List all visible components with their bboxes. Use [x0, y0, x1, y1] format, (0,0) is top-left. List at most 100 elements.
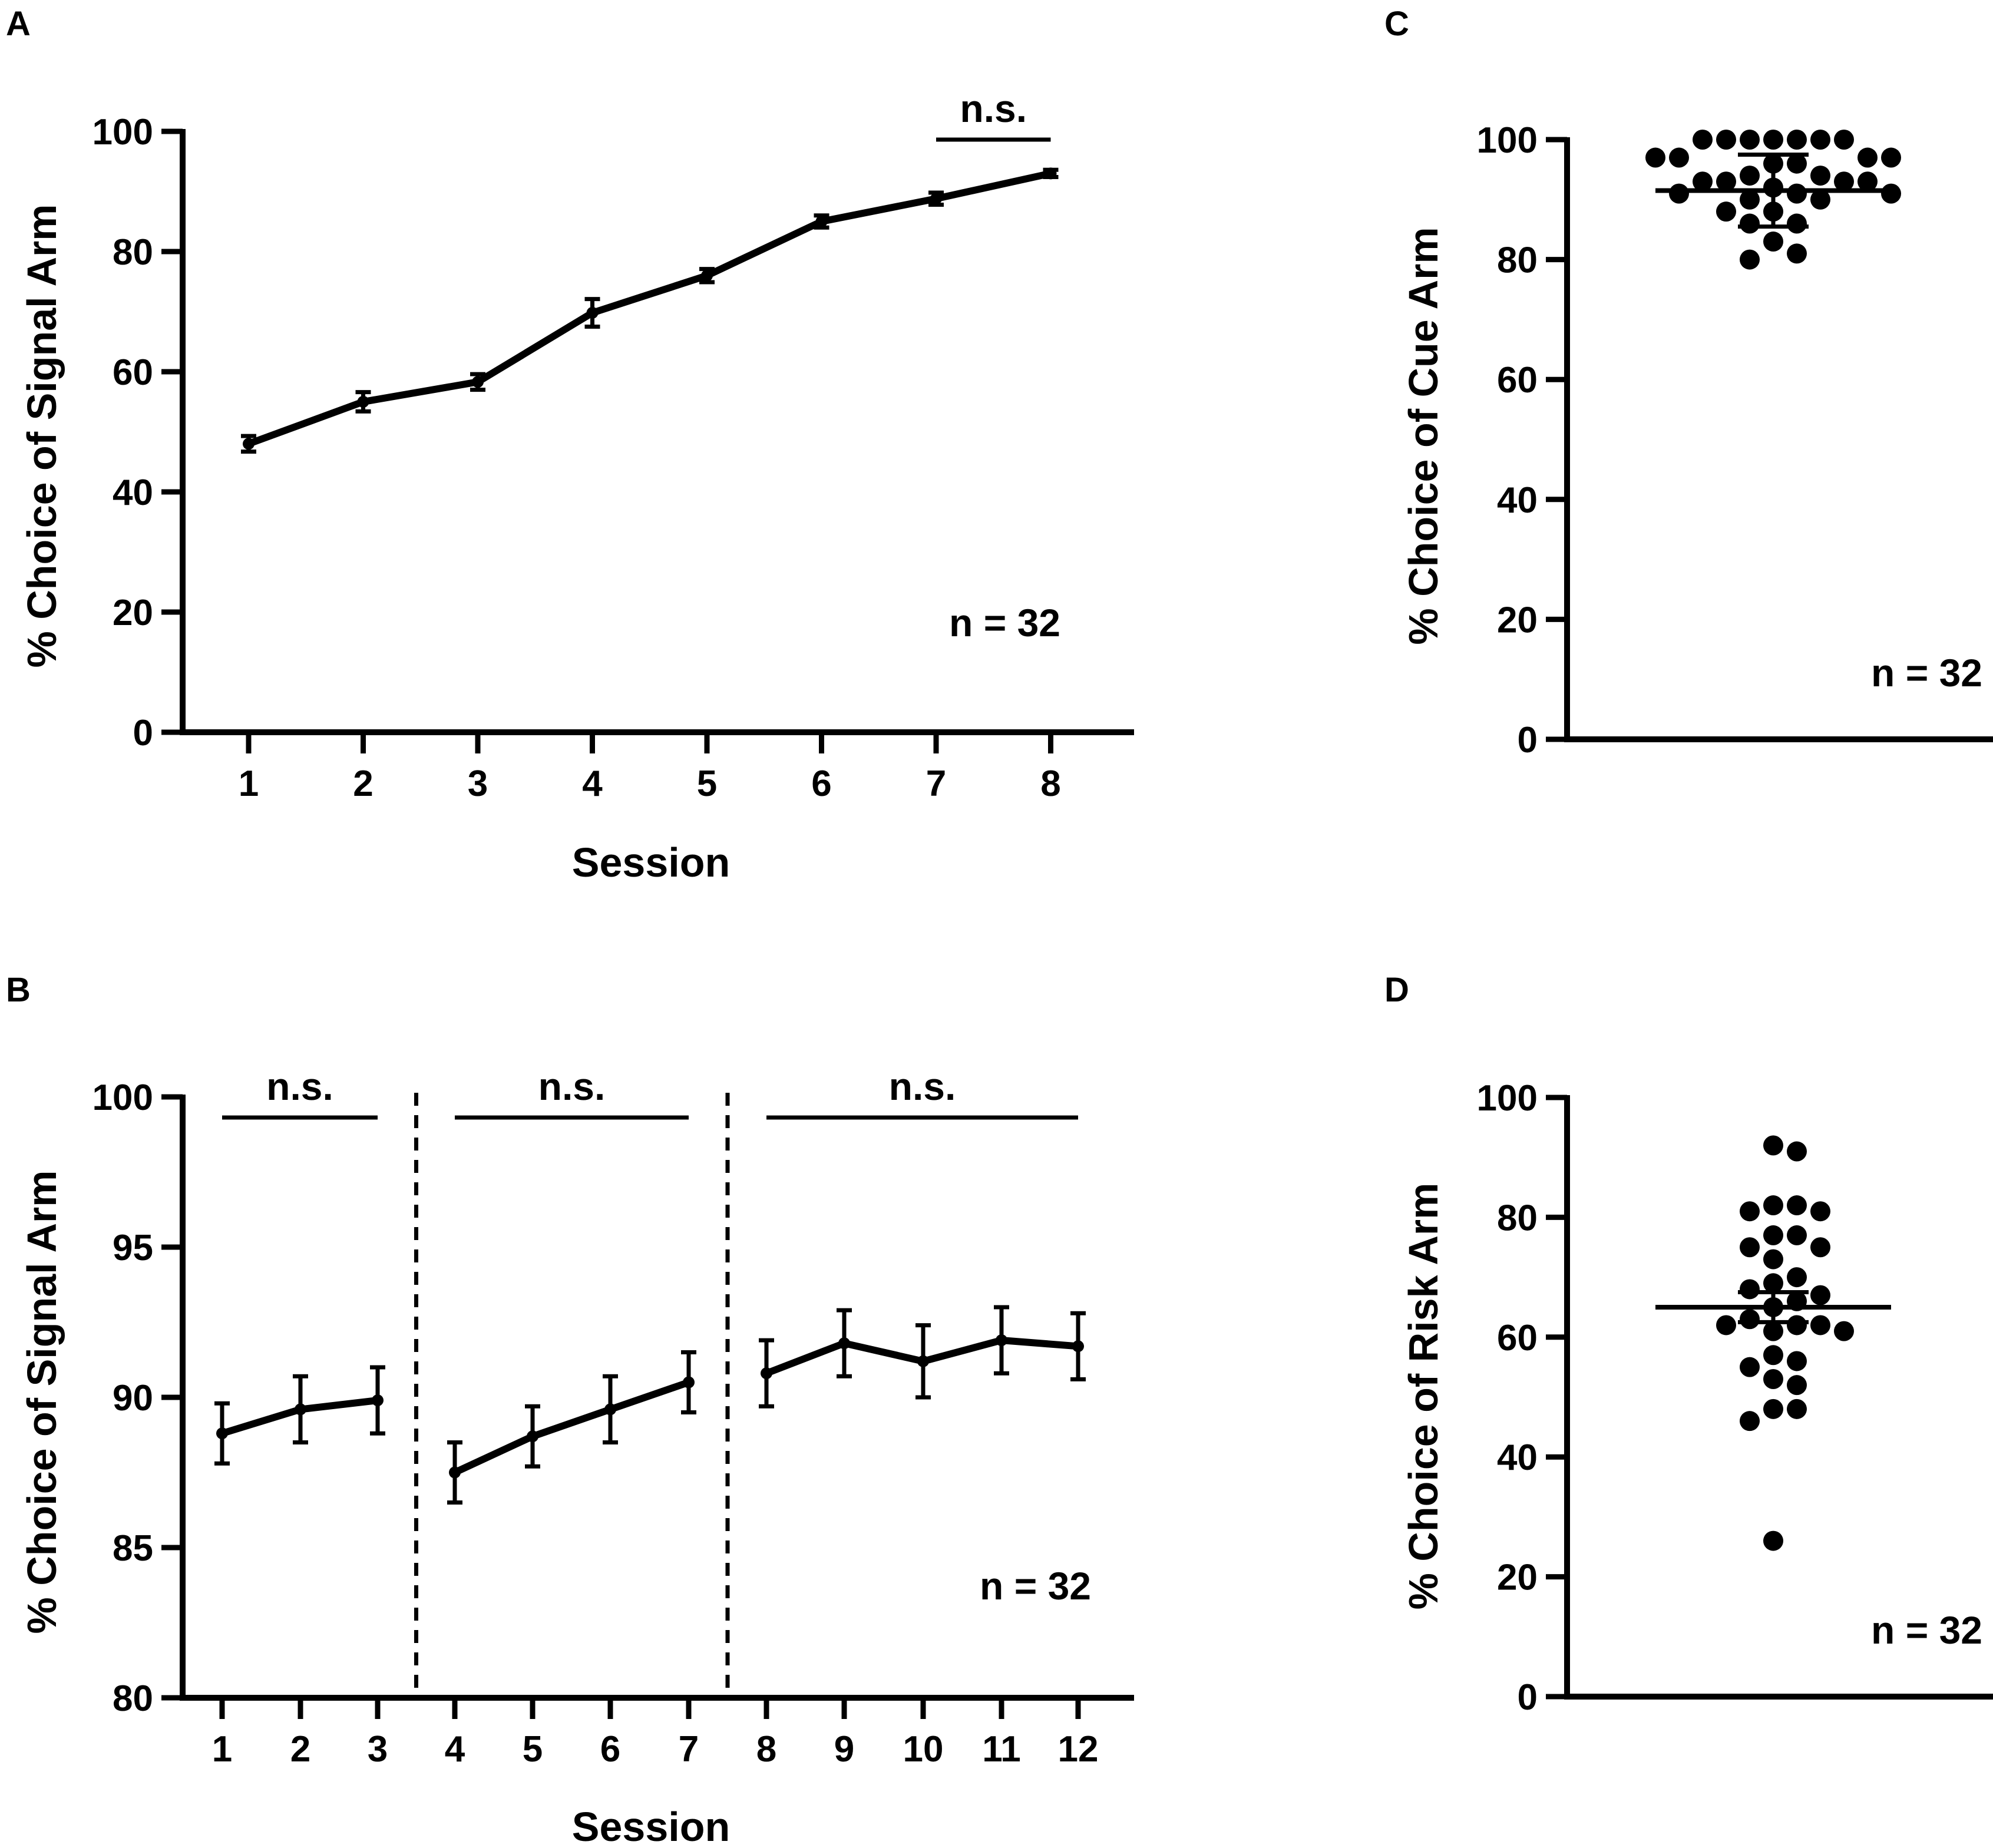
panel-a-x-tick-label: 8: [1040, 763, 1060, 804]
panel-a-data-point: [1045, 167, 1057, 180]
panel-a-ylabel: % Choice of Signal Arm: [19, 204, 65, 668]
panel-d-data-point: [1810, 1237, 1830, 1258]
panel-a-data-point: [357, 396, 369, 408]
panel-c-y-tick-label: 40: [1497, 480, 1538, 521]
panel-d-data-point: [1763, 1345, 1783, 1366]
panel-d-y-tick-label: 20: [1497, 1558, 1538, 1598]
panel-a-x-tick-label: 7: [926, 763, 946, 804]
panel-d-data-point: [1787, 1195, 1807, 1216]
panel-d-ylabel: % Choice of Risk Arm: [1400, 1183, 1446, 1610]
panel-c-data-point: [1693, 171, 1713, 192]
panel-a-y-tick-label: 20: [113, 593, 153, 633]
panel-letter-c: C: [1384, 5, 1409, 43]
panel-b-n-label: n = 32: [980, 1564, 1091, 1608]
panel-d-data-point: [1763, 1273, 1783, 1294]
panel-a-data-point: [701, 269, 713, 282]
panel-c-data-point: [1858, 171, 1878, 192]
panel-d-data-point: [1763, 1368, 1783, 1389]
panel-d-data-point: [1740, 1201, 1760, 1222]
panel-b-significance-label: n.s.: [538, 1064, 606, 1108]
panel-c-data-point: [1787, 130, 1807, 150]
panel-d-data-point: [1787, 1351, 1807, 1371]
panel-letter-a: A: [6, 5, 31, 43]
panel-d-data-point: [1810, 1315, 1830, 1335]
panel-d-data-point: [1740, 1237, 1760, 1258]
panel-a-x-tick-label: 3: [468, 763, 488, 804]
panel-b-ylabel: % Choice of Signal Arm: [19, 1171, 65, 1634]
panel-a-y-tick-label: 0: [133, 713, 153, 753]
panel-c-y-tick-label: 80: [1497, 240, 1538, 281]
panel-c-chart: 0 20 40 60 80 100: [1477, 120, 1993, 761]
panel-b-significance-label: n.s.: [266, 1064, 333, 1108]
panel-b-x-tick-label: 3: [368, 1729, 388, 1770]
panel-c-data-point: [1834, 171, 1854, 192]
panel-c-data-point: [1810, 130, 1830, 150]
panel-b-data-point: [372, 1394, 384, 1407]
panel-a-chart: 0 20 40 60 80 100 1 2 3 4 5 6 7 8 n.s.: [92, 87, 1134, 804]
panel-c-data-point: [1740, 189, 1760, 210]
panel-d-data-point: [1763, 1225, 1783, 1245]
panel-b-data-point: [683, 1376, 695, 1389]
panel-letter-d: D: [1384, 971, 1409, 1009]
panel-b-data-point: [1072, 1340, 1084, 1353]
panel-b-x-tick-label: 11: [982, 1729, 1021, 1770]
panel-d-y-tick-label: 40: [1497, 1437, 1538, 1478]
panel-c-data-point: [1787, 243, 1807, 264]
panel-c-data-point: [1740, 130, 1760, 150]
panel-b-x-tick-label: 12: [1058, 1729, 1099, 1770]
panel-b-y-tick-label: 80: [113, 1678, 153, 1719]
panel-a-series-line: [247, 170, 1052, 448]
panel-c-data-point: [1763, 232, 1783, 252]
panel-a-x-tick-label: 4: [582, 763, 603, 804]
panel-a-significance-label: n.s.: [960, 87, 1027, 130]
panel-a-data-point: [243, 438, 255, 450]
panel-d-data-point: [1787, 1267, 1807, 1288]
panel-c-data-point: [1740, 166, 1760, 186]
panel-d-data-point: [1763, 1135, 1783, 1156]
panel-a-x-tick-label: 5: [697, 763, 717, 804]
panel-b-y-tick-label: 100: [92, 1077, 153, 1118]
panel-c-data-point: [1693, 130, 1713, 150]
panel-b-x-tick-label: 10: [903, 1729, 944, 1770]
panel-b-data-point: [604, 1403, 616, 1416]
panel-b-data-point: [838, 1337, 850, 1350]
panel-c-data-point: [1787, 153, 1807, 174]
panel-a-data-point: [815, 216, 828, 227]
panel-c-data-point: [1881, 183, 1901, 204]
panel-b-x-tick-label: 8: [756, 1729, 776, 1770]
panel-a-xlabel: Session: [572, 839, 730, 885]
panel-b-x-tick-label: 2: [290, 1729, 310, 1770]
panel-a-data-point: [930, 193, 942, 205]
panel-d-n-label: n = 32: [1871, 1608, 1982, 1652]
panel-b-x-tick-label: 1: [212, 1729, 232, 1770]
panel-a-y-tick-label: 80: [113, 232, 153, 273]
panel-d-data-point: [1787, 1399, 1807, 1419]
panel-d-data-point: [1716, 1315, 1736, 1335]
panel-a-x-tick-label: 1: [239, 763, 259, 804]
panel-b-data-point: [996, 1334, 1007, 1347]
panel-d-y-tick-label: 0: [1518, 1677, 1538, 1718]
panel-c-data-point: [1716, 171, 1736, 192]
panel-d-y-tick-label: 60: [1497, 1318, 1538, 1358]
panel-a-y-tick-label: 40: [113, 472, 153, 513]
panel-b-data-point: [527, 1430, 538, 1443]
panel-b-series-line: [453, 1378, 690, 1476]
panel-b-data-point: [449, 1466, 461, 1479]
panel-d-data-point: [1740, 1279, 1760, 1300]
panel-c-data-point: [1787, 183, 1807, 204]
panel-c-y-tick-label: 0: [1518, 720, 1538, 761]
panel-b-significance-label: n.s.: [889, 1064, 956, 1108]
panel-d-data-point: [1740, 1357, 1760, 1377]
panel-c-y-tick-label: 20: [1497, 600, 1538, 640]
panel-d-chart: 0 20 40 60 80 100: [1477, 1078, 1993, 1718]
panel-b-y-tick-label: 85: [113, 1528, 153, 1569]
panel-d-y-tick-label: 80: [1497, 1198, 1538, 1238]
panel-a-y-tick-label: 100: [92, 112, 153, 153]
panel-c-data-point: [1645, 147, 1665, 168]
panel-b-x-tick-label: 4: [445, 1729, 465, 1770]
panel-c-data-point: [1881, 147, 1901, 168]
panel-d-data-point: [1763, 1399, 1783, 1419]
panel-c-data-point: [1669, 147, 1689, 168]
panel-b-y-tick-label: 95: [113, 1228, 153, 1268]
